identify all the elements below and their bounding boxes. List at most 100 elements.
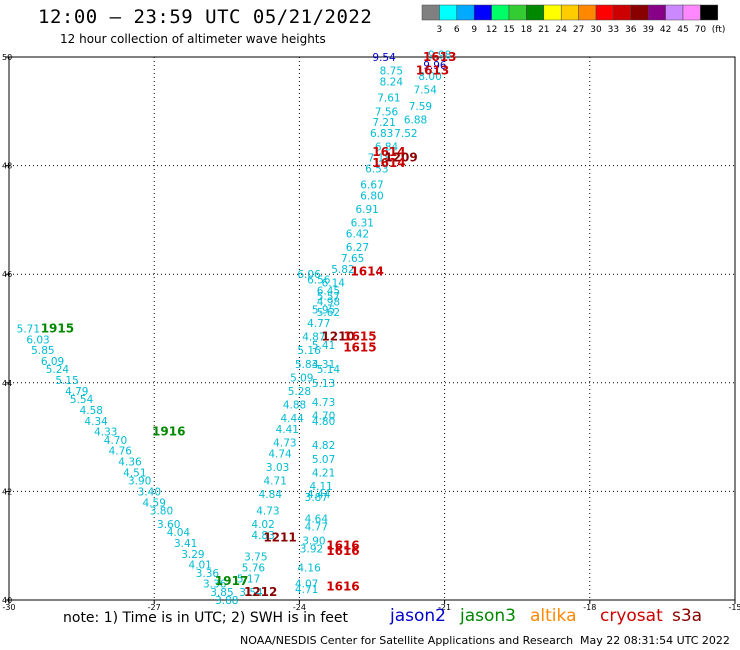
- pass-time-label: 1614: [372, 145, 405, 159]
- wave-height-label: 6.88: [404, 114, 427, 126]
- x-tick-label: -21: [438, 603, 451, 610]
- y-tick-label: 46: [2, 270, 12, 279]
- wave-height-label: 3.36: [196, 568, 220, 580]
- wave-height-label: 4.01: [188, 560, 211, 572]
- wave-height-label: 6.80: [360, 190, 383, 202]
- pass-time-label: 1614: [350, 264, 383, 278]
- wave-height-label: 5.83: [295, 359, 318, 371]
- pass-time-label: 1613: [416, 64, 449, 78]
- wave-height-label: 4.71: [264, 476, 287, 488]
- credit-line: NOAA/NESDIS Center for Satellite Applica…: [240, 634, 574, 647]
- wave-height-label: 4.73: [312, 397, 335, 409]
- wave-height-label: 4.21: [312, 467, 335, 479]
- wave-height-label: 4.41: [276, 424, 299, 436]
- footnote: note: 1) Time is in UTC; 2) SWH is in fe…: [63, 610, 349, 626]
- wave-height-label: 8.00: [418, 71, 441, 83]
- wave-height-label: 3.90: [302, 535, 325, 547]
- wave-height-label: 6.45: [317, 285, 340, 297]
- wave-height-label: 4.77: [305, 522, 328, 534]
- wave-height-label: 3.54: [239, 587, 263, 599]
- wave-height-label: 4.16: [297, 562, 321, 574]
- wave-height-label: 4.82: [312, 440, 335, 452]
- wave-height-label: 4.70: [104, 435, 127, 447]
- y-tick-label: 44: [2, 379, 12, 388]
- wave-height-label: 3.92: [300, 543, 323, 555]
- y-tick-label: 40: [2, 596, 12, 605]
- pass-time-label: 1916: [152, 425, 185, 439]
- y-tick-label: 48: [2, 162, 12, 171]
- wave-height-label: 3.85: [210, 587, 233, 599]
- wave-height-label: 7.21: [372, 117, 395, 129]
- wave-height-label: 7.52: [394, 128, 417, 140]
- wave-height-label: 5.24: [46, 364, 70, 376]
- wave-height-label: 5.15: [55, 375, 78, 387]
- wave-height-label: 6.14: [322, 277, 346, 289]
- wave-height-label: 4.51: [123, 467, 146, 479]
- colorbar-label: 12: [486, 25, 497, 35]
- x-tick-label: -24: [293, 603, 306, 610]
- colorbar-label: 6: [454, 25, 460, 35]
- wave-height-label: 4.70: [312, 410, 335, 422]
- wave-height-label: 4.80: [312, 416, 335, 428]
- satellite-legend-cryosat: cryosat: [600, 606, 663, 626]
- wave-height-label: 7.54: [414, 85, 438, 97]
- wave-height-label: 9.98: [428, 49, 451, 61]
- wave-height-label: 6.56: [307, 275, 331, 287]
- wave-height-label: 4.83: [251, 530, 274, 542]
- pass-time-label: 1616: [326, 544, 359, 558]
- colorbar-label: 33: [608, 25, 619, 35]
- wave-height-label: 5.95: [312, 304, 335, 316]
- wave-height-label: 3.36: [203, 579, 227, 591]
- wave-height-label: 4.74: [268, 448, 292, 460]
- wave-height-label: 7.59: [409, 101, 432, 113]
- wave-height-label: 4.59: [143, 497, 166, 509]
- wave-height-label: 3.87: [305, 492, 328, 504]
- y-tick-label: 50: [2, 53, 12, 62]
- pass-time-label: 1915: [41, 322, 74, 336]
- wave-height-label: 4.71: [295, 584, 318, 596]
- wave-height-label: 4.64: [305, 514, 329, 526]
- wave-height-label: 3.88: [215, 595, 238, 607]
- wave-height-label: 5.09: [290, 372, 313, 384]
- y-tick-label: 42: [2, 487, 12, 496]
- wave-height-label: 6.53: [365, 163, 388, 175]
- wave-height-label: 5.85: [31, 345, 54, 357]
- wave-height-label: 3.40: [138, 486, 161, 498]
- x-tick-label: -15: [728, 603, 740, 610]
- wave-height-label: 7.61: [377, 93, 400, 105]
- wave-height-label: 4.84: [259, 489, 283, 501]
- colorbar-label: 39: [642, 25, 654, 35]
- plot-frame: [8, 56, 736, 601]
- wave-height-label: 5.57: [317, 291, 340, 303]
- wave-height-label: 4.07: [295, 579, 318, 591]
- satellite-legend-jason2: jason2: [390, 606, 446, 626]
- colorbar-label: 27: [573, 25, 584, 35]
- wave-height-label: 3.03: [266, 462, 289, 474]
- pass-time-label: 1211: [263, 531, 296, 545]
- wave-height-label: 7.65: [341, 253, 364, 265]
- colorbar-unit: (ft): [712, 25, 726, 35]
- wave-height-label: 5.82: [331, 264, 354, 276]
- colorbar-label: 3: [437, 25, 443, 35]
- wave-height-label: 5.54: [70, 394, 94, 406]
- wave-height-label: 4.36: [118, 457, 142, 469]
- x-tick-label: -18: [583, 603, 596, 610]
- wave-height-label: 4.02: [251, 519, 274, 531]
- wave-height-label: 4.73: [256, 505, 279, 517]
- wave-height-label: 6.09: [41, 356, 64, 368]
- colorbar-label: 18: [521, 25, 533, 35]
- colorbar-label: 30: [590, 25, 602, 35]
- wave-height-label: 9.54: [372, 52, 396, 64]
- wave-height-label: 6.67: [360, 180, 383, 192]
- pass-time-label: 1616: [326, 539, 359, 553]
- wave-height-label: 3.41: [174, 538, 197, 550]
- wave-height-label: 6.42: [346, 228, 369, 240]
- wave-height-label: 4.79: [65, 386, 88, 398]
- colorbar-swatch: [700, 4, 719, 21]
- chart-title: 12:00 – 23:59 UTC 05/21/2022: [38, 6, 373, 28]
- pass-time-label: 1616: [326, 579, 359, 593]
- pass-time-label: 1209: [384, 150, 417, 164]
- wave-height-label: 8.75: [380, 66, 403, 78]
- colorbar-label: 21: [538, 25, 549, 35]
- wave-height-label: 3.75: [244, 552, 267, 564]
